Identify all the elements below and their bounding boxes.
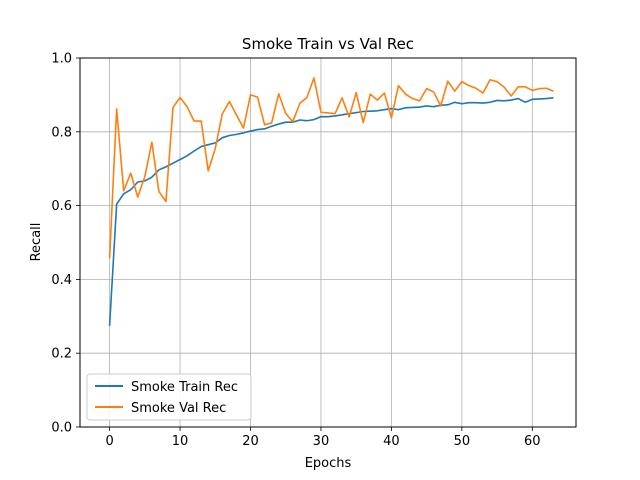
y-tick-label: 0.4: [51, 273, 72, 288]
x-tick-label: 10: [172, 434, 189, 449]
plot-frame: [79, 57, 577, 428]
series-line-val: [108, 77, 554, 259]
x-tick-label: 60: [524, 434, 541, 449]
y-axis-title: Recall: [29, 223, 44, 262]
series-layer: [108, 77, 554, 326]
x-tick-label: 30: [313, 434, 330, 449]
legend-label-train: Smoke Train Rec: [131, 380, 238, 395]
y-tick-label: 0.8: [51, 125, 72, 140]
x-tick-label: 50: [454, 434, 471, 449]
tick-layer: 0 10 20 30 40 50 60 0.0 0.2 0.4 0.6 0.8 1.0: [51, 52, 540, 450]
x-tick-label: 20: [242, 434, 259, 449]
y-tick-label: 0.6: [51, 199, 72, 214]
legend-label-val: Smoke Val Rec: [131, 401, 226, 416]
y-tick-label: 0.0: [51, 421, 72, 436]
chart-title: Smoke Train vs Val Rec: [242, 35, 414, 53]
series-line-train: [108, 97, 554, 326]
y-tick-label: 0.2: [51, 347, 72, 362]
x-tick-label: 40: [383, 434, 400, 449]
legend: Smoke Train Rec Smoke Val Rec: [86, 373, 252, 421]
legend-box: [86, 373, 252, 421]
y-tick-label: 1.0: [51, 52, 72, 67]
x-axis-title: Epochs: [305, 456, 352, 471]
x-tick-label: 0: [105, 434, 113, 449]
